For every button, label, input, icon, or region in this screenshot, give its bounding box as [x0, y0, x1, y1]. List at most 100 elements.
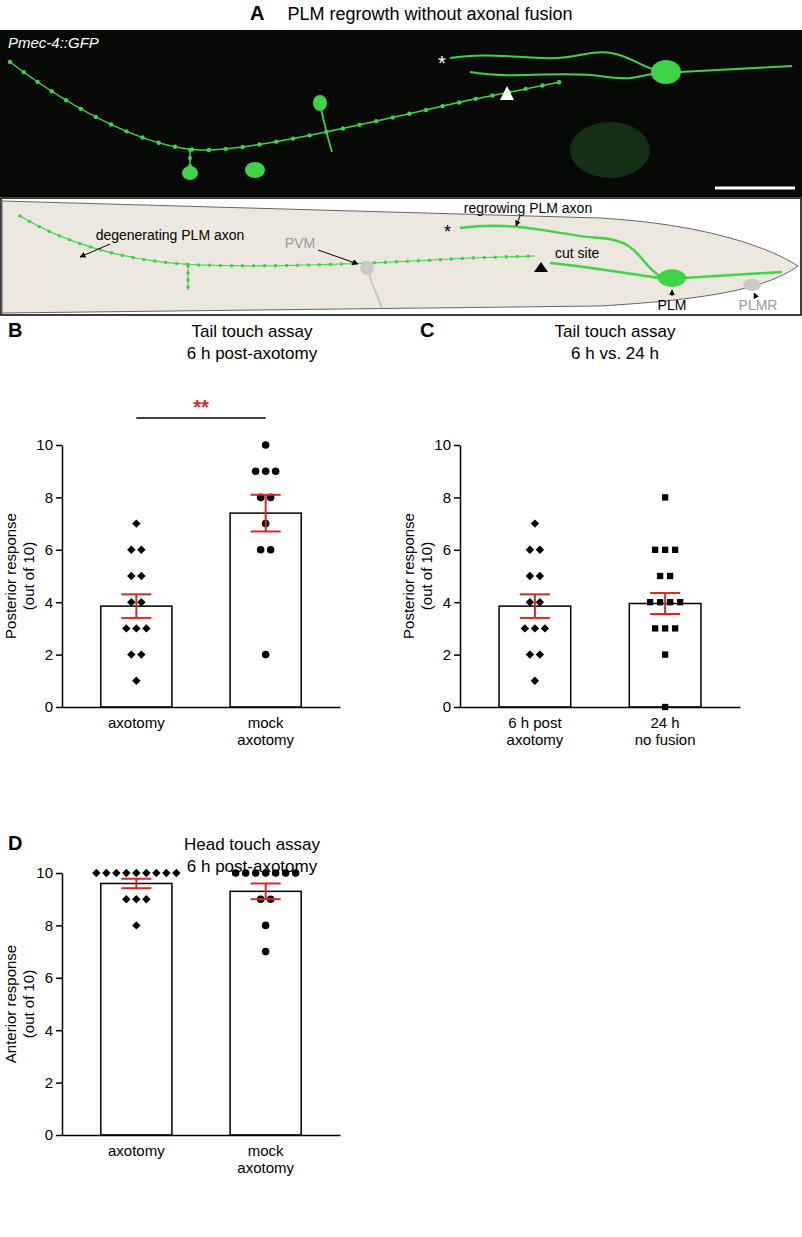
chart-panel: 0246810axotomymockaxotomyPosterior respo…: [2, 319, 341, 748]
degenerating-axon-image-bead: [241, 145, 245, 149]
degenerating-axon-image-bead: [341, 126, 345, 130]
y-axis-title: (out of 10): [418, 542, 435, 610]
data-point: [92, 869, 100, 877]
y-axis-line: [62, 874, 64, 1136]
pvm-soma-image: [313, 95, 327, 111]
panel-a: APLM regrowth without axonal fusion*Pmec…: [0, 2, 802, 315]
data-point: [521, 624, 529, 632]
y-tick-mark: [454, 602, 460, 604]
x-axis-line: [63, 1135, 341, 1137]
error-cap: [520, 617, 550, 619]
degenerating-axon-schematic-bead: [219, 264, 223, 268]
branch-image-bead: [188, 156, 192, 160]
data-point: [672, 547, 678, 553]
y-tick: 10: [36, 436, 62, 453]
degenerating-axon-image-bead: [94, 115, 98, 119]
y-axis-title: Anterior response: [2, 945, 19, 1063]
degenerating-axon-schematic-bead: [417, 259, 421, 263]
proximal-axon-image: [470, 72, 655, 78]
y-tick-label: 0: [45, 698, 53, 715]
label-arrow: [516, 216, 520, 226]
degenerating-axon-image-bead: [224, 147, 228, 151]
data-point: [132, 869, 140, 877]
chart-subtitle: 6 h post-axotomy: [187, 857, 318, 876]
data-point: [272, 467, 280, 475]
data-point: [667, 573, 673, 579]
error-cap: [650, 592, 680, 594]
error-cap: [251, 530, 281, 532]
degenerating-axon-schematic-bead: [318, 263, 322, 267]
degenerating-axon-schematic-bead: [373, 261, 377, 265]
data-point: [531, 677, 539, 685]
schematic-label: PLMR: [739, 297, 778, 313]
data-point: [652, 625, 658, 631]
data-point: [662, 494, 668, 500]
y-tick-mark: [56, 1030, 62, 1032]
x-tick-label: 24 hno fusion: [635, 714, 696, 748]
degenerating-axon-image: [10, 62, 560, 150]
y-tick-mark: [56, 925, 62, 927]
data-point: [262, 651, 270, 659]
degenerating-axon-image-bead: [124, 129, 128, 133]
pvm-neurite-image: [320, 105, 332, 152]
y-tick-mark: [56, 550, 62, 552]
y-tick-mark: [56, 707, 62, 709]
marks: [92, 869, 301, 1135]
x-tick: axotomy: [108, 714, 165, 731]
error-bar: [534, 594, 536, 618]
data-point: [142, 869, 150, 877]
data-point: [162, 869, 170, 877]
data-point: [127, 650, 135, 658]
y-tick: 6: [45, 541, 62, 558]
branch-schematic-bead: [186, 278, 190, 282]
y-tick-label: 6: [45, 541, 53, 558]
bar: [230, 891, 301, 1135]
y-tick: 0: [45, 1126, 62, 1143]
y-tick: 8: [45, 489, 62, 506]
error-bar: [265, 495, 267, 532]
degenerating-axon-schematic-bead: [110, 251, 114, 255]
autofluorescence: [570, 122, 650, 178]
degenerating-axon-schematic-bead: [516, 255, 520, 259]
y-tick: 4: [443, 594, 460, 611]
data-point: [262, 441, 270, 449]
data-point: [127, 598, 135, 606]
y-tick-label: 10: [36, 864, 53, 881]
cut-site-arrowhead-image: [500, 86, 514, 100]
x-tick-label-line: axotomy: [507, 731, 564, 748]
x-tick: axotomy: [108, 1142, 165, 1159]
y-axis-title: (out of 10): [20, 542, 37, 610]
data-point: [662, 651, 668, 657]
data-point: [137, 650, 145, 658]
degenerating-axon-schematic-bead: [395, 260, 399, 264]
error-cap: [650, 613, 680, 615]
schematic-label: PLM: [658, 297, 687, 313]
degenerating-axon-image-bead: [140, 135, 144, 139]
y-tick-label: 0: [443, 698, 451, 715]
degenerating-axon-image-bead: [424, 108, 428, 112]
degenerating-axon-schematic-bead: [241, 264, 245, 268]
data-point: [672, 625, 678, 631]
y-tick: 0: [443, 698, 460, 715]
schematic-label: degenerating PLM axon: [96, 227, 245, 243]
degenerating-axon-schematic-bead: [57, 234, 61, 238]
x-tick-label-line: no fusion: [635, 731, 696, 748]
proximal-axon-schematic: [550, 263, 662, 278]
error-cap: [121, 878, 151, 880]
y-tick-label: 6: [443, 541, 451, 558]
y-tick: 4: [45, 594, 62, 611]
data-point: [262, 922, 270, 930]
data-point: [132, 921, 140, 929]
degenerating-axon-schematic-bead: [439, 258, 443, 262]
error-cap: [251, 898, 281, 900]
y-tick-label: 8: [45, 489, 53, 506]
scale-bar: [715, 187, 795, 190]
bar: [499, 606, 571, 707]
data-point: [657, 573, 663, 579]
micrograph-background: [0, 30, 802, 197]
x-tick: 24 hno fusion: [635, 714, 696, 748]
bar: [230, 513, 301, 707]
y-axis-line: [62, 446, 64, 708]
y-tick-label: 10: [36, 436, 53, 453]
x-tick: mockaxotomy: [237, 714, 294, 748]
